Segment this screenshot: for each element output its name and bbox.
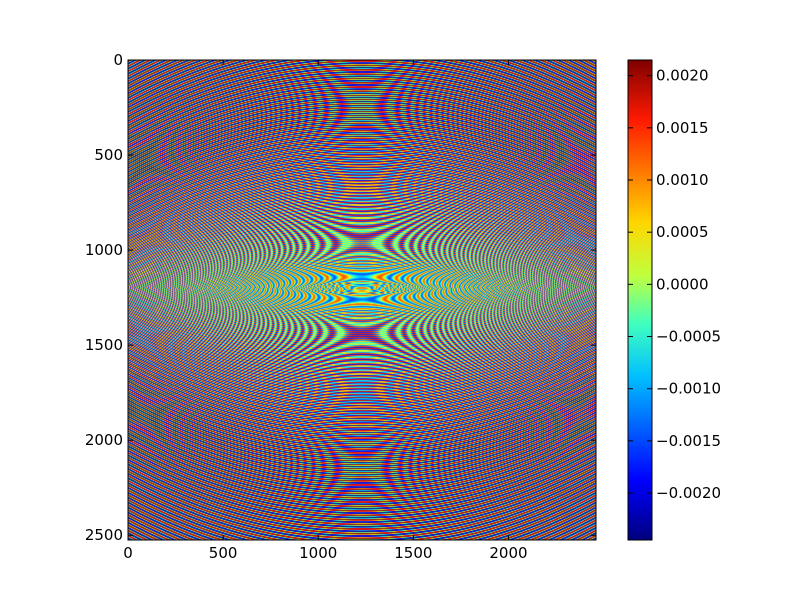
colorbar-tick-label: 0.0015	[656, 119, 709, 137]
x-tick-label: 0	[123, 544, 133, 562]
plot-area	[127, 59, 597, 541]
y-tick-label: 2000	[85, 431, 123, 449]
colorbar-ticks: 0.0020 0.0015 0.0010 0.0005 0.0000 −0.0005 −0.…	[628, 67, 721, 502]
colorbar-tick-label: −0.0005	[656, 328, 721, 346]
y-tick-label: 1500	[85, 336, 123, 354]
heatmap-image	[128, 60, 596, 540]
y-tick-label: 2500	[85, 526, 123, 544]
plot-frame	[127, 59, 597, 541]
colorbar-tick-label: −0.0020	[656, 484, 721, 502]
y-tick-label: 0	[113, 51, 123, 69]
y-tick-label: 500	[94, 146, 123, 164]
colorbar-gradient	[628, 60, 652, 540]
x-tick-label: 2000	[489, 544, 527, 562]
x-tick-label: 1500	[394, 544, 432, 562]
y-tick-label: 1000	[85, 241, 123, 259]
colorbar-tick-label: 0.0000	[656, 275, 709, 293]
x-axis: 0 500 1000 1500 2000	[123, 60, 528, 562]
colorbar-tick-label: 0.0005	[656, 223, 709, 241]
colorbar-tick-label: −0.0010	[656, 380, 721, 398]
x-tick-label: 500	[209, 544, 238, 562]
colorbar-frame	[627, 59, 653, 541]
colorbar: 0.0020 0.0015 0.0010 0.0005 0.0000 −0.0005 −0.…	[627, 59, 721, 541]
x-tick-label: 1000	[299, 544, 337, 562]
colorbar-tick-label: −0.0015	[656, 432, 721, 450]
y-axis: 0 500 1000 1500 2000 2500	[85, 51, 596, 544]
colorbar-tick-label: 0.0010	[656, 171, 709, 189]
colorbar-tick-label: 0.0020	[656, 67, 709, 85]
